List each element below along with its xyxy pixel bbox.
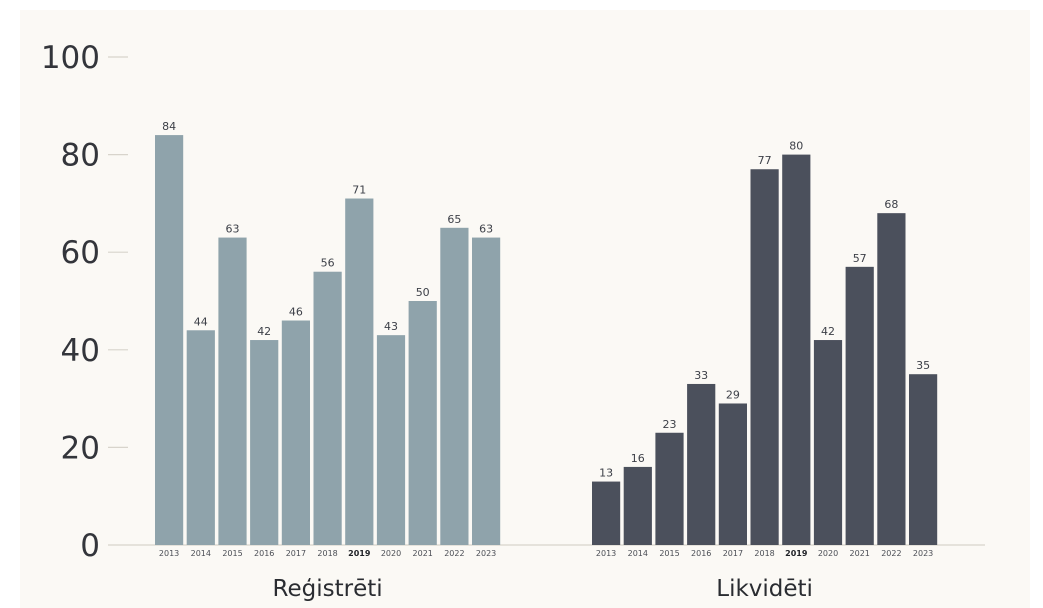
bar bbox=[281, 320, 310, 545]
data-label: 71 bbox=[352, 184, 366, 197]
x-tick-label: 2023 bbox=[476, 549, 496, 558]
y-tick-label: 20 bbox=[61, 430, 100, 466]
bar bbox=[845, 266, 874, 545]
bar bbox=[408, 301, 437, 545]
bar bbox=[909, 374, 938, 545]
bar bbox=[623, 466, 652, 545]
x-tick-label: 2018 bbox=[317, 549, 337, 558]
x-tick-label: 2018 bbox=[754, 549, 774, 558]
bar bbox=[877, 213, 906, 545]
bar bbox=[750, 169, 779, 546]
group-label: Reģistrēti bbox=[273, 576, 383, 602]
x-tick-label: 2019 bbox=[348, 549, 371, 558]
bar bbox=[472, 237, 501, 545]
x-tick-label: 2020 bbox=[818, 549, 838, 558]
x-tick-label: 2022 bbox=[881, 549, 901, 558]
data-label: 46 bbox=[289, 306, 303, 319]
data-label: 50 bbox=[416, 286, 430, 299]
group-label: Likvidēti bbox=[716, 576, 813, 602]
bar bbox=[313, 271, 342, 545]
data-label: 77 bbox=[758, 154, 772, 167]
bars bbox=[155, 135, 938, 546]
x-tick-label: 2013 bbox=[596, 549, 616, 558]
data-label: 80 bbox=[789, 140, 803, 153]
x-tick-label: 2021 bbox=[850, 549, 870, 558]
x-tick-label: 2023 bbox=[913, 549, 933, 558]
data-label: 13 bbox=[599, 467, 613, 480]
x-tick-label: 2014 bbox=[191, 549, 211, 558]
x-tick-label: 2015 bbox=[222, 549, 242, 558]
x-tick-label: 2017 bbox=[723, 549, 743, 558]
y-tick-label: 40 bbox=[61, 333, 100, 369]
data-label: 23 bbox=[663, 418, 677, 431]
x-tick-label: 2015 bbox=[659, 549, 679, 558]
y-tick-label: 80 bbox=[61, 138, 100, 174]
data-label: 42 bbox=[821, 325, 835, 338]
data-label: 56 bbox=[321, 257, 335, 270]
y-tick-label: 0 bbox=[80, 528, 100, 564]
x-tick-label: 2014 bbox=[628, 549, 648, 558]
data-label: 57 bbox=[853, 252, 867, 265]
x-tick-label: 2020 bbox=[381, 549, 401, 558]
bar bbox=[440, 227, 469, 546]
bar bbox=[718, 403, 747, 545]
bar bbox=[687, 383, 716, 545]
y-axis: 0 20 40 60 80 100 bbox=[41, 40, 985, 564]
data-label: 16 bbox=[631, 452, 645, 465]
y-tick-label: 100 bbox=[41, 40, 100, 76]
data-label: 84 bbox=[162, 120, 176, 133]
data-label: 44 bbox=[194, 315, 208, 328]
bar bbox=[155, 135, 184, 545]
bar bbox=[186, 330, 215, 545]
bar bbox=[813, 340, 843, 545]
data-label: 68 bbox=[884, 198, 898, 211]
data-label: 29 bbox=[726, 388, 740, 401]
x-tick-label: 2019 bbox=[785, 549, 808, 558]
bar bbox=[250, 340, 279, 545]
x-tick-label: 2016 bbox=[691, 549, 711, 558]
data-label: 42 bbox=[257, 325, 271, 338]
bar bbox=[782, 154, 811, 545]
labels: 84 2013 44 2014 63 2015 42 2016 46 2017 56 2018 71 20… bbox=[159, 120, 933, 602]
x-tick-label: 2022 bbox=[444, 549, 464, 558]
y-tick-label: 60 bbox=[61, 235, 100, 271]
data-label: 65 bbox=[447, 213, 461, 226]
x-tick-label: 2013 bbox=[159, 549, 179, 558]
bar bbox=[345, 198, 374, 545]
data-label: 33 bbox=[694, 369, 708, 382]
bar bbox=[655, 432, 684, 545]
data-label: 63 bbox=[479, 223, 493, 236]
bar bbox=[376, 335, 406, 545]
x-tick-label: 2017 bbox=[286, 549, 306, 558]
bar bbox=[218, 237, 247, 545]
data-label: 63 bbox=[226, 223, 240, 236]
x-tick-label: 2016 bbox=[254, 549, 274, 558]
bar bbox=[592, 481, 621, 545]
data-label: 43 bbox=[384, 320, 398, 333]
data-label: 35 bbox=[916, 359, 930, 372]
x-tick-label: 2021 bbox=[413, 549, 433, 558]
